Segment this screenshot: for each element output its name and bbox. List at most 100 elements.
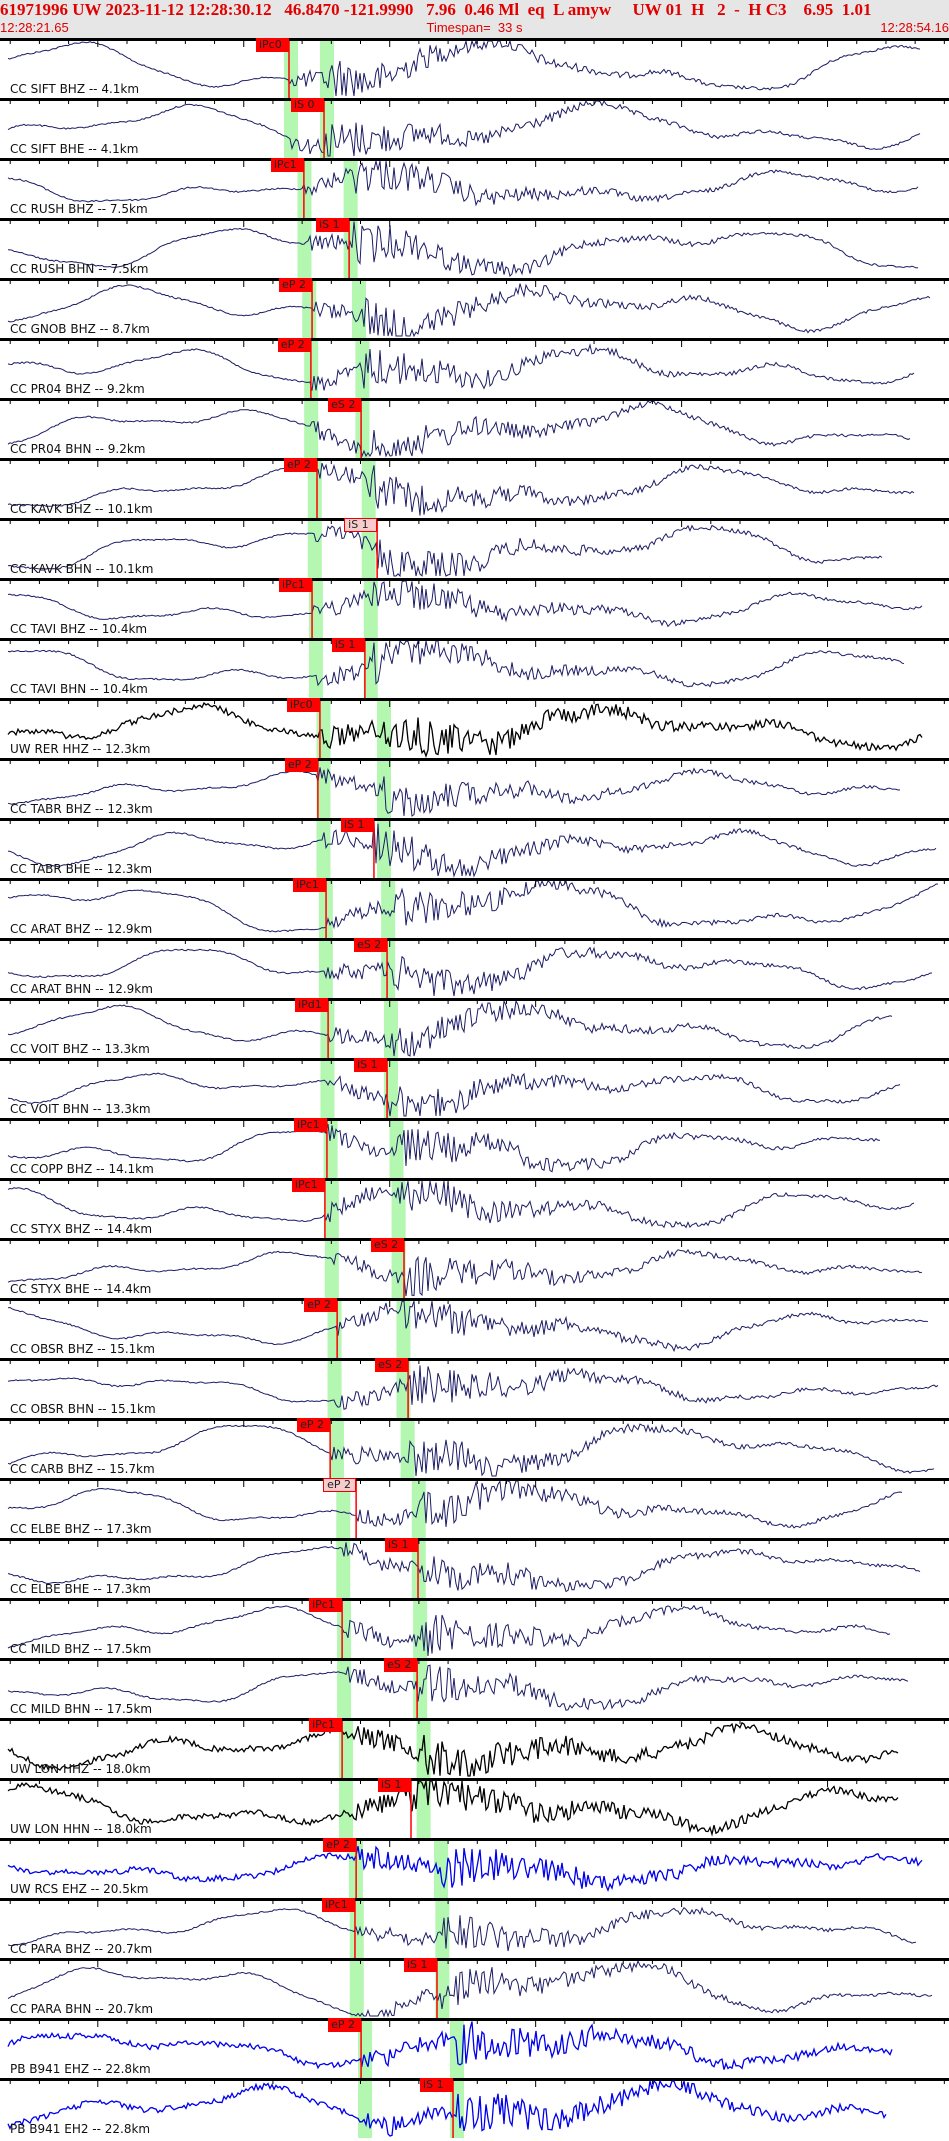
trace-row[interactable]: iS 1 CC KAVK BHN -- 10.1km: [0, 518, 949, 578]
trace-row[interactable]: eP 2 PB B941 EHZ -- 22.8km: [0, 2018, 949, 2078]
trace-row[interactable]: iPc1 CC MILD BHZ -- 17.5km: [0, 1598, 949, 1658]
p-window: [337, 1658, 352, 1718]
trace-row[interactable]: iS 1 UW LON HHN -- 18.0km: [0, 1778, 949, 1838]
trace-row[interactable]: iS 1 CC PARA BHN -- 20.7km: [0, 1958, 949, 2018]
pick-label[interactable]: iS 1: [403, 1958, 437, 1972]
pick-label[interactable]: iPc1: [270, 158, 304, 172]
station-label: CC KAVK BHZ -- 10.1km: [10, 502, 153, 516]
trace-row[interactable]: eP 2 CC PR04 BHZ -- 9.2km: [0, 338, 949, 398]
trace-row[interactable]: eP 2 UW RCS EHZ -- 20.5km: [0, 1838, 949, 1898]
pick-label[interactable]: iPc0: [255, 38, 289, 52]
trace-row[interactable]: eP 2 CC CARB BHZ -- 15.7km: [0, 1418, 949, 1478]
pick-label[interactable]: eP 2: [279, 278, 313, 292]
trace-row[interactable]: eP 2 CC OBSR BHZ -- 15.1km: [0, 1298, 949, 1358]
waveform: [7, 400, 911, 458]
trace-row[interactable]: iS 1 CC VOIT BHN -- 13.3km: [0, 1058, 949, 1118]
p-window: [336, 1478, 351, 1538]
trace-row[interactable]: iPc1 CC COPP BHZ -- 14.1km: [0, 1118, 949, 1178]
station-label: CC TAVI BHN -- 10.4km: [10, 682, 148, 696]
waveform: [7, 99, 921, 157]
station-label: CC ARAT BHN -- 12.9km: [10, 982, 153, 996]
trace-row[interactable]: iS 0 CC SIFT BHE -- 4.1km: [0, 98, 949, 158]
waveform: [7, 580, 923, 628]
pick-label[interactable]: eS 2: [384, 1658, 418, 1672]
trace-row[interactable]: eS 2 CC MILD BHN -- 17.5km: [0, 1658, 949, 1718]
trace-row[interactable]: iPc1 UW LON HHZ -- 18.0km: [0, 1718, 949, 1778]
trace-row[interactable]: iS 1 CC TABR BHE -- 12.3km: [0, 818, 949, 878]
p-window: [307, 518, 322, 578]
station-label: CC TAVI BHZ -- 10.4km: [10, 622, 148, 636]
s-window: [355, 338, 370, 398]
pick-label[interactable]: eP 2: [304, 1298, 338, 1312]
trace-row[interactable]: iPc1 CC RUSH BHZ -- 7.5km: [0, 158, 949, 218]
pick-label[interactable]: iPc1: [321, 1898, 355, 1912]
pick-label[interactable]: eP 2: [277, 338, 311, 352]
waveform: [7, 1664, 909, 1711]
trace-row[interactable]: iPc1 CC STYX BHZ -- 14.4km: [0, 1178, 949, 1238]
trace-row[interactable]: iS 1 CC ELBE BHE -- 17.3km: [0, 1538, 949, 1598]
pick-label[interactable]: iPc1: [309, 1718, 343, 1732]
trace-row[interactable]: eS 2 CC ARAT BHN -- 12.9km: [0, 938, 949, 998]
pick-label[interactable]: iS 1: [420, 2078, 454, 2092]
pick-label[interactable]: eS 2: [375, 1358, 409, 1372]
pick-label[interactable]: eP 2: [284, 458, 317, 472]
s-window: [363, 578, 378, 638]
waveform: [7, 221, 919, 278]
s-window: [396, 1298, 411, 1358]
trace-plot: [0, 938, 949, 998]
station-label: CC MILD BHZ -- 17.5km: [10, 1642, 152, 1656]
waveform: [7, 639, 905, 688]
trace-row[interactable]: iS 1 PB B941 EH2 -- 22.8km: [0, 2078, 949, 2138]
pick-label[interactable]: iS 1: [344, 518, 378, 532]
pick-label[interactable]: iPc1: [291, 1178, 325, 1192]
trace-row[interactable]: eS 2 CC OBSR BHN -- 15.1km: [0, 1358, 949, 1418]
pick-label[interactable]: iPc0: [286, 698, 320, 712]
seismogram-panel[interactable]: iPc0 CC SIFT BHZ -- 4.1km iS 0 CC SIFT BHE …: [0, 38, 949, 2138]
pick-label[interactable]: eP 2: [284, 758, 318, 772]
pick-label[interactable]: iPc1: [309, 1598, 343, 1612]
trace-row[interactable]: eS 2 CC STYX BHE -- 14.4km: [0, 1238, 949, 1298]
trace-row[interactable]: eP 2 CC ELBE BHZ -- 17.3km: [0, 1478, 949, 1538]
trace-row[interactable]: iPc1 CC PARA BHZ -- 20.7km: [0, 1898, 949, 1958]
pick-label[interactable]: eP 2: [323, 1478, 357, 1492]
p-window: [304, 398, 319, 458]
pick-label[interactable]: eP 2: [297, 1418, 331, 1432]
trace-row[interactable]: iPd1 CC VOIT BHZ -- 13.3km: [0, 998, 949, 1058]
pick-label[interactable]: iS 1: [354, 1058, 388, 1072]
station-label: CC TABR BHZ -- 12.3km: [10, 802, 153, 816]
pick-label[interactable]: iS 1: [316, 218, 350, 232]
trace-row[interactable]: iS 1 CC RUSH BHN -- 7.5km: [0, 218, 949, 278]
waveform: [7, 879, 939, 933]
station-label: CC PARA BHZ -- 20.7km: [10, 1942, 153, 1956]
station-label: CC KAVK BHN -- 10.1km: [10, 562, 154, 576]
pick-label[interactable]: iS 1: [340, 818, 374, 832]
trace-row[interactable]: iPc1 CC ARAT BHZ -- 12.9km: [0, 878, 949, 938]
trace-plot: [0, 818, 949, 878]
pick-label[interactable]: iS 1: [385, 1538, 418, 1552]
pick-label[interactable]: iPc1: [293, 1118, 327, 1132]
pick-label[interactable]: iS 0: [291, 98, 325, 112]
pick-label[interactable]: iPc1: [279, 578, 313, 592]
trace-plot: [0, 158, 949, 218]
trace-row[interactable]: iPc1 CC TAVI BHZ -- 10.4km: [0, 578, 949, 638]
pick-label[interactable]: eS 2: [354, 938, 388, 952]
pick-label[interactable]: iPd1: [295, 998, 329, 1012]
trace-plot: [0, 1778, 949, 1838]
pick-label[interactable]: eP 2: [323, 1838, 357, 1852]
trace-plot: [0, 518, 949, 578]
pick-label[interactable]: iS 1: [378, 1778, 411, 1792]
pick-label[interactable]: eS 2: [371, 1238, 404, 1252]
pick-label[interactable]: eS 2: [328, 398, 362, 412]
pick-label[interactable]: iPc1: [293, 878, 327, 892]
waveform: [7, 1365, 939, 1410]
trace-row[interactable]: eS 2 CC PR04 BHN -- 9.2km: [0, 398, 949, 458]
trace-row[interactable]: iPc0 CC SIFT BHZ -- 4.1km: [0, 38, 949, 98]
trace-row[interactable]: eP 2 CC GNOB BHZ -- 8.7km: [0, 278, 949, 338]
trace-row[interactable]: iPc0 UW RER HHZ -- 12.3km: [0, 698, 949, 758]
trace-row[interactable]: eP 2 CC TABR BHZ -- 12.3km: [0, 758, 949, 818]
pick-label[interactable]: eP 2: [328, 2018, 362, 2032]
pick-label[interactable]: iS 1: [331, 638, 365, 652]
trace-row[interactable]: iS 1 CC TAVI BHN -- 10.4km: [0, 638, 949, 698]
trace-row[interactable]: eP 2 CC KAVK BHZ -- 10.1km: [0, 458, 949, 518]
trace-plot: [0, 1118, 949, 1178]
